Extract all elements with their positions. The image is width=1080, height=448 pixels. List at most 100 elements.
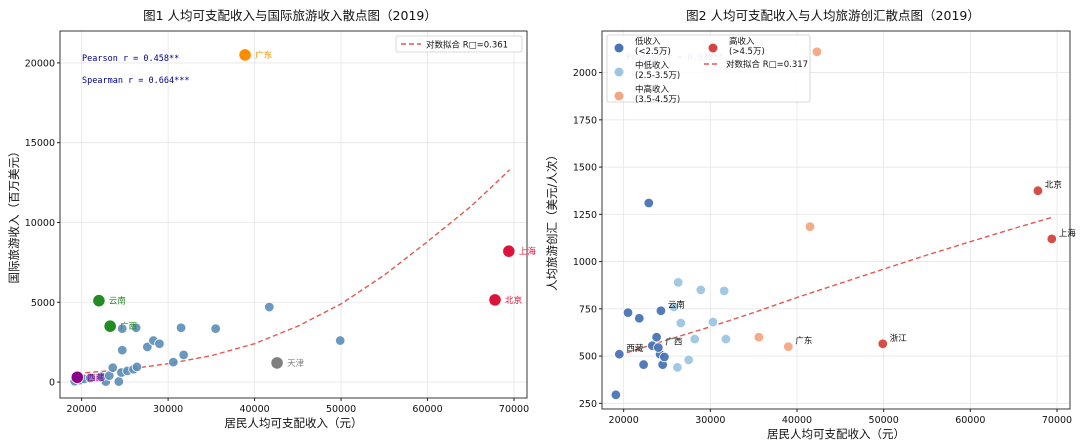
x-tick-label: 40000: [782, 415, 812, 426]
point-label: 北京: [1045, 180, 1062, 191]
data-point: [117, 344, 128, 356]
highlight-point: [70, 370, 84, 384]
point-label: 广西: [120, 321, 137, 332]
data-point: [264, 301, 275, 313]
legend-box: [395, 35, 523, 53]
point-label: 广西: [665, 337, 682, 348]
y-tick-label: 1250: [573, 210, 597, 221]
data-point: [675, 317, 687, 329]
legend-sublabel: (3.5-4.5万): [635, 95, 680, 105]
point-label: 西藏: [87, 372, 105, 383]
y-tick-label: 5000: [31, 298, 55, 309]
data-point: [719, 285, 730, 297]
y-axis-label: 人均旅游创汇（美元/人次）: [545, 149, 559, 291]
fit-line: [77, 169, 511, 374]
x-tick-label: 60000: [412, 404, 442, 415]
legend-label: 高收入: [729, 36, 755, 47]
data-point: [683, 354, 694, 366]
data-point: [168, 356, 179, 368]
highlight-point: [270, 356, 284, 370]
data-point: [117, 323, 128, 334]
data-point: [85, 372, 96, 384]
data-point: [131, 361, 143, 373]
y-tick-label: 10000: [25, 218, 55, 229]
plot-frame: [59, 30, 528, 399]
point-label: 上海: [519, 246, 537, 257]
legend-label: 中低收入: [635, 60, 670, 71]
x-axis-label: 居民人均可支配收入（元）: [767, 427, 905, 441]
y-tick-label: 1000: [573, 257, 597, 268]
x-tick-label: 30000: [695, 415, 725, 426]
legend-sublabel: (>4.5万): [729, 47, 765, 57]
data-point: [634, 313, 645, 324]
data-point: [154, 338, 165, 349]
data-point: [130, 322, 142, 333]
y-tick-label: 250: [579, 399, 597, 410]
y-tick-label: 15000: [25, 138, 55, 149]
data-point: [622, 307, 634, 318]
y-tick-label: 2000: [573, 68, 597, 79]
data-point: [689, 333, 700, 345]
highlight-point: [488, 293, 502, 307]
data-point: [178, 349, 189, 361]
data-point: [210, 323, 221, 334]
correlation-annotation: Pearson r = 0.458**: [82, 54, 179, 64]
data-point: [107, 362, 118, 373]
data-point: [1046, 233, 1058, 245]
legend-marker: [614, 67, 624, 77]
highlight-point: [238, 48, 252, 62]
y-tick-label: 1750: [573, 115, 597, 126]
legend-marker: [614, 91, 624, 101]
highlight-point: [502, 244, 516, 258]
highlight-point: [103, 319, 117, 333]
legend-sublabel: (<2.5万): [635, 47, 671, 57]
data-point: [672, 362, 683, 373]
data-point: [668, 301, 680, 313]
data-point: [877, 338, 889, 349]
x-tick-label: 60000: [955, 415, 985, 426]
data-point: [610, 389, 622, 401]
data-point: [638, 359, 649, 370]
legend-label: 对数拟合 R□=0.361: [426, 40, 508, 51]
point-label: 北京: [505, 295, 522, 306]
data-point: [614, 348, 625, 360]
legend-sublabel: (2.5-3.5万): [635, 71, 680, 81]
y-tick-label: 20000: [25, 58, 55, 69]
data-point: [113, 376, 125, 387]
point-label: 广东: [795, 336, 812, 347]
data-point: [707, 316, 719, 328]
data-point: [643, 197, 655, 209]
x-tick-label: 20000: [67, 404, 97, 415]
legend-marker: [708, 43, 718, 53]
chart-title: 图2 人均可支配收入与人均旅游创汇散点图（2019）: [686, 8, 980, 23]
point-label: 上海: [1059, 228, 1077, 239]
data-point: [651, 331, 662, 343]
data-point: [1032, 185, 1044, 196]
data-point: [720, 333, 732, 345]
chart-title: 图1 人均可支配收入与国际旅游收入散点图（2019）: [143, 8, 437, 23]
x-axis-label: 居民人均可支配收入（元）: [225, 416, 363, 430]
y-axis-label: 国际旅游收入（百万美元）: [7, 146, 21, 284]
data-point: [783, 341, 794, 352]
x-tick-label: 40000: [239, 404, 269, 415]
chart-2: 图2 人均可支配收入与人均旅游创汇散点图（2019） 20000 30000 4000…: [545, 8, 1076, 441]
data-point: [673, 277, 684, 288]
fit-line: [619, 216, 1053, 356]
legend-label: 对数拟合 R□=0.317: [726, 59, 808, 70]
data-point: [335, 335, 346, 346]
plot-frame: [601, 30, 1071, 410]
x-tick-label: 50000: [869, 415, 899, 426]
highlight-point: [92, 294, 106, 308]
data-point: [753, 331, 765, 343]
data-point: [811, 46, 823, 57]
y-tick-label: 500: [579, 352, 597, 363]
data-point: [659, 351, 670, 363]
y-tick-label: 1500: [573, 163, 597, 174]
y-tick-label: 750: [579, 304, 597, 315]
point-label: 天津: [287, 358, 305, 369]
data-point: [142, 341, 153, 353]
x-tick-label: 70000: [1042, 415, 1072, 426]
x-tick-label: 50000: [326, 404, 356, 415]
point-label: 云南: [668, 300, 685, 311]
